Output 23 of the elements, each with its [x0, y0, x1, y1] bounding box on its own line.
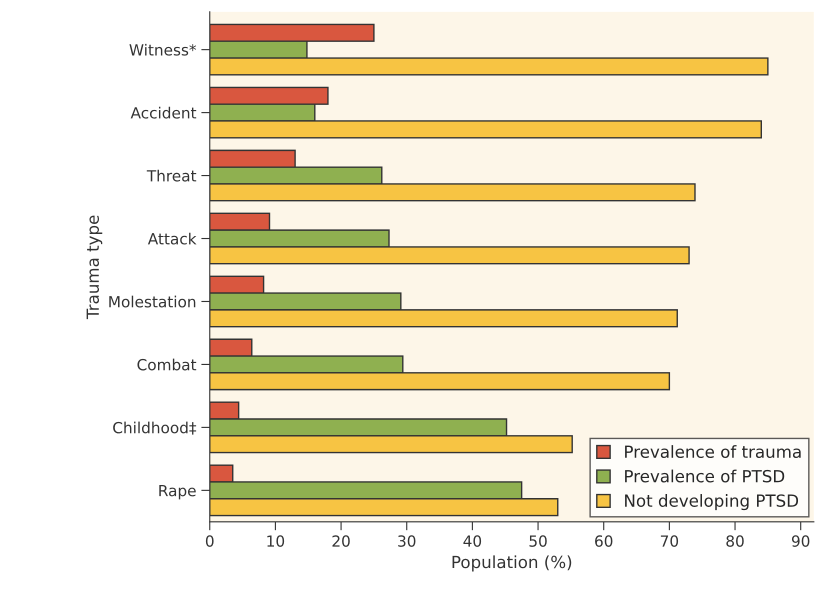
y-tick-label: Molestation — [109, 296, 196, 308]
x-tick-label: 10 — [267, 535, 284, 547]
y-tick-label: Attack — [148, 232, 197, 245]
y-tick-label: Accident — [130, 106, 196, 119]
x-tick-label: 20 — [332, 535, 350, 547]
legend-label: Not developing PTSD — [625, 494, 798, 510]
y-tick-label: Childhood‡ — [113, 422, 196, 435]
y-axis-title: Trauma type — [86, 216, 102, 320]
y-tick-label: Threat — [146, 170, 196, 182]
legend-label: Prevalence of PTSD — [625, 470, 784, 482]
y-tick-label: Combat — [137, 358, 196, 370]
x-tick-label: 90 — [792, 535, 810, 547]
x-tick-label: 60 — [595, 535, 612, 547]
x-tick-label: 40 — [463, 535, 482, 547]
x-tick-label: 0 — [206, 535, 214, 547]
x-tick-label: 70 — [660, 535, 678, 547]
x-tick-label: 50 — [530, 535, 547, 547]
legend-label: Prevalence of trauma — [625, 445, 801, 458]
x-axis-title: Population (%) — [452, 555, 572, 572]
y-tick-label: Witness* — [129, 44, 196, 56]
y-tick-label: Rape — [159, 485, 196, 500]
x-tick-label: 30 — [398, 535, 416, 547]
x-tick-label: 80 — [726, 535, 744, 547]
